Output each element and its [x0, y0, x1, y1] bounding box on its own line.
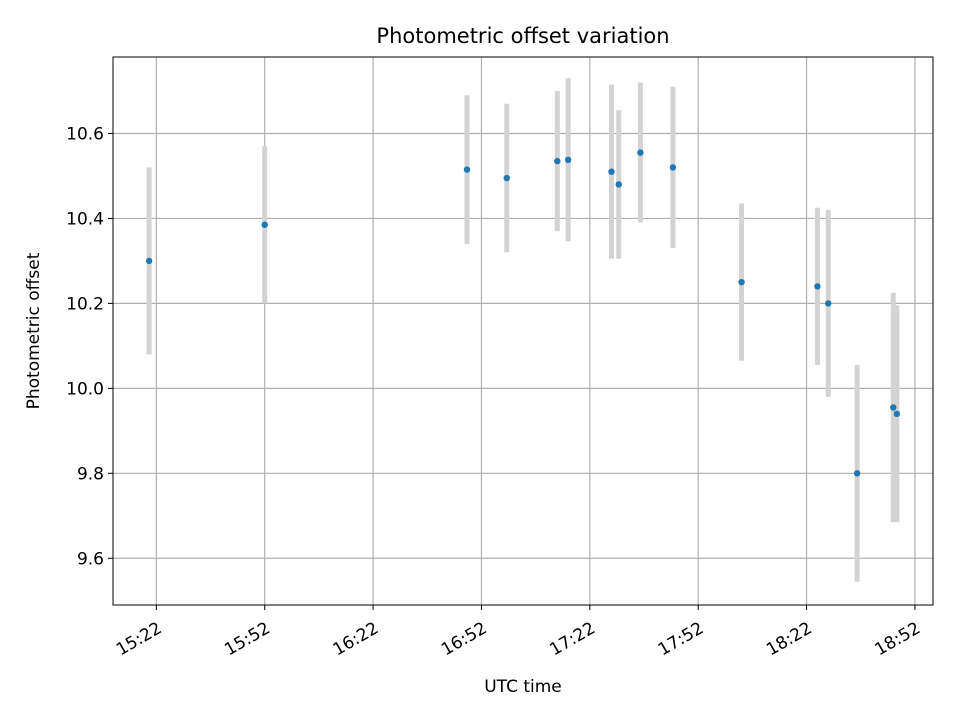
data-point [637, 149, 644, 156]
data-point [564, 156, 572, 164]
y-axis-label: Photometric offset [24, 252, 44, 409]
data-point [608, 168, 615, 175]
data-point [463, 166, 471, 173]
data-point [890, 404, 897, 411]
y-axis-ticks: 9.6 9.8 10.0 10.2 10.4 10.6 [66, 124, 113, 569]
y-tick-label: 9.8 [77, 464, 104, 484]
y-tick-label: 10.2 [66, 294, 104, 314]
y-tick-label: 10.4 [66, 209, 104, 229]
x-axis-label: UTC time [484, 677, 562, 697]
data-point [893, 410, 901, 418]
data-point [261, 221, 268, 228]
plot-frame [112, 56, 934, 606]
data-point [145, 257, 153, 265]
data-point [669, 164, 677, 171]
data-point [615, 181, 622, 188]
data-point [825, 300, 832, 307]
data-points [145, 149, 901, 477]
data-point [503, 174, 510, 182]
data-point [853, 470, 861, 477]
y-tick-label: 10.0 [66, 379, 104, 399]
data-point [554, 157, 561, 165]
data-point [814, 283, 821, 290]
chart-title: Photometric offset variation [376, 24, 669, 48]
y-tick-label: 9.6 [77, 549, 104, 569]
y-tick-label: 10.6 [66, 124, 104, 144]
data-point [738, 278, 745, 286]
grid [113, 57, 933, 605]
